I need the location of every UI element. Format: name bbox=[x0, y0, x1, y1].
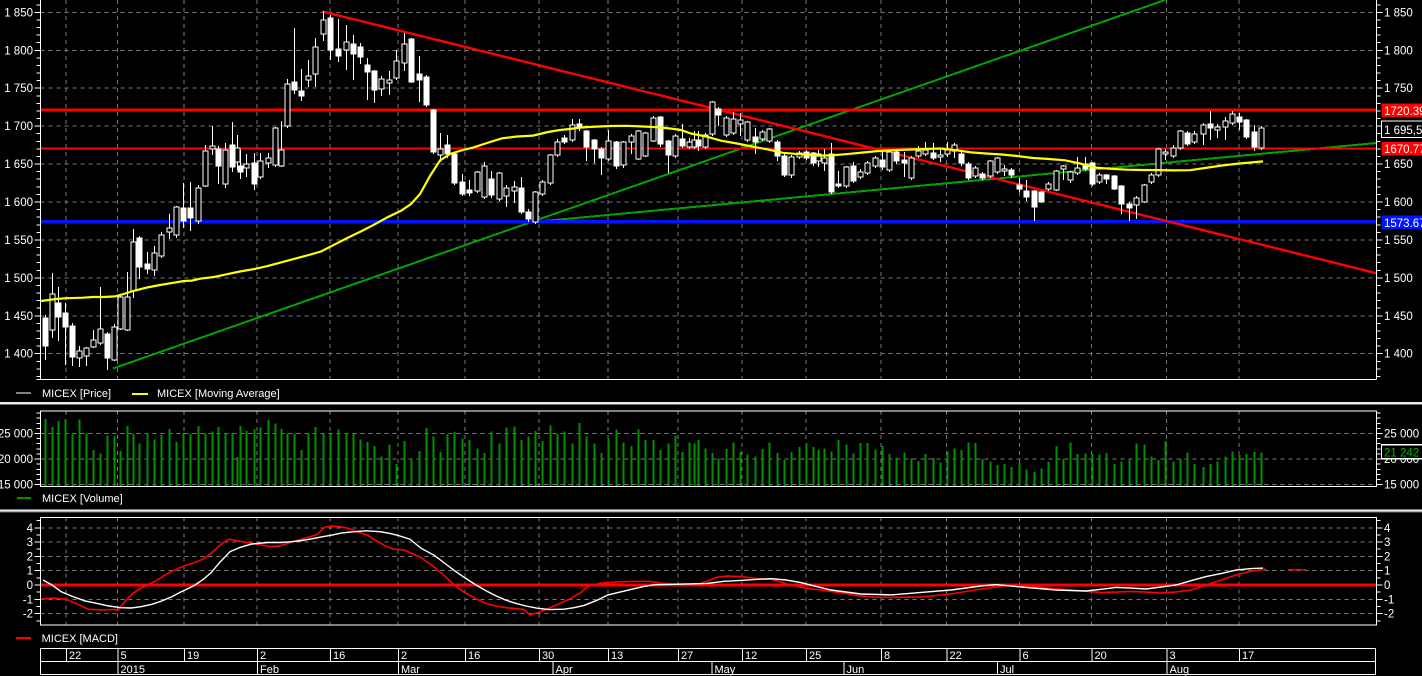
svg-text:May: May bbox=[715, 664, 736, 676]
svg-text:1 550: 1 550 bbox=[1384, 235, 1413, 247]
svg-text:19: 19 bbox=[187, 650, 199, 662]
svg-text:1 400: 1 400 bbox=[4, 349, 33, 361]
svg-text:Jul: Jul bbox=[1000, 664, 1014, 676]
svg-text:20: 20 bbox=[1095, 650, 1107, 662]
svg-text:22: 22 bbox=[69, 650, 81, 662]
svg-text:1670.77: 1670.77 bbox=[1384, 144, 1422, 156]
svg-text:5: 5 bbox=[121, 650, 127, 662]
svg-text:1 550: 1 550 bbox=[4, 235, 33, 247]
svg-text:1 850: 1 850 bbox=[1384, 7, 1413, 19]
svg-text:20 000: 20 000 bbox=[0, 454, 33, 466]
svg-text:-1: -1 bbox=[23, 594, 33, 606]
svg-text:16: 16 bbox=[333, 650, 345, 662]
svg-text:17: 17 bbox=[1242, 650, 1254, 662]
svg-text:2: 2 bbox=[1384, 551, 1390, 563]
svg-text:1 850: 1 850 bbox=[4, 7, 33, 19]
svg-text:2: 2 bbox=[401, 650, 407, 662]
svg-text:27: 27 bbox=[681, 650, 693, 662]
svg-text:Mar: Mar bbox=[401, 664, 420, 676]
svg-text:1 650: 1 650 bbox=[1384, 159, 1413, 171]
svg-text:2: 2 bbox=[260, 650, 266, 662]
svg-text:0: 0 bbox=[1384, 580, 1390, 592]
svg-text:1 800: 1 800 bbox=[4, 45, 33, 57]
svg-text:1 450: 1 450 bbox=[1384, 311, 1413, 323]
svg-text:6: 6 bbox=[1023, 650, 1029, 662]
svg-text:1720.39: 1720.39 bbox=[1384, 106, 1422, 118]
svg-text:25 000: 25 000 bbox=[0, 429, 33, 441]
svg-text:15 000: 15 000 bbox=[0, 480, 33, 492]
svg-text:1 500: 1 500 bbox=[4, 273, 33, 285]
svg-text:22: 22 bbox=[950, 650, 962, 662]
svg-text:3: 3 bbox=[1170, 650, 1176, 662]
svg-text:1 695,51: 1 695,51 bbox=[1384, 125, 1422, 137]
svg-text:15 000: 15 000 bbox=[1384, 480, 1419, 492]
svg-text:MICEX [Moving Average]: MICEX [Moving Average] bbox=[157, 388, 280, 400]
svg-text:1 750: 1 750 bbox=[1384, 83, 1413, 95]
svg-text:-2: -2 bbox=[1384, 609, 1394, 621]
svg-text:21 242: 21 242 bbox=[1384, 447, 1419, 459]
svg-text:-1: -1 bbox=[1384, 594, 1394, 606]
svg-text:4: 4 bbox=[27, 523, 34, 535]
svg-text:3: 3 bbox=[1384, 537, 1390, 549]
svg-text:1: 1 bbox=[1384, 566, 1390, 578]
svg-text:4: 4 bbox=[1384, 523, 1391, 535]
svg-text:1 400: 1 400 bbox=[1384, 349, 1413, 361]
svg-text:25: 25 bbox=[809, 650, 821, 662]
svg-text:1 600: 1 600 bbox=[1384, 197, 1413, 209]
svg-text:1 500: 1 500 bbox=[1384, 273, 1413, 285]
svg-text:MICEX [Price]: MICEX [Price] bbox=[42, 388, 111, 400]
svg-text:MICEX [MACD]: MICEX [MACD] bbox=[42, 633, 118, 645]
svg-text:8: 8 bbox=[884, 650, 890, 662]
svg-text:-2: -2 bbox=[23, 609, 33, 621]
svg-text:3: 3 bbox=[27, 537, 33, 549]
svg-text:Feb: Feb bbox=[260, 664, 279, 676]
svg-text:MICEX [Volume]: MICEX [Volume] bbox=[42, 493, 123, 505]
svg-text:1 650: 1 650 bbox=[4, 159, 33, 171]
svg-text:2015: 2015 bbox=[121, 664, 145, 676]
svg-text:Jun: Jun bbox=[847, 664, 865, 676]
svg-text:16: 16 bbox=[468, 650, 480, 662]
svg-text:25 000: 25 000 bbox=[1384, 429, 1419, 441]
svg-text:Apr: Apr bbox=[556, 664, 573, 676]
svg-text:1 750: 1 750 bbox=[4, 83, 33, 95]
svg-text:30: 30 bbox=[542, 650, 554, 662]
svg-text:2: 2 bbox=[27, 551, 33, 563]
svg-text:1 450: 1 450 bbox=[4, 311, 33, 323]
svg-text:0: 0 bbox=[27, 580, 33, 592]
svg-text:12: 12 bbox=[745, 650, 757, 662]
svg-text:Aug: Aug bbox=[1170, 664, 1190, 676]
svg-text:1: 1 bbox=[27, 566, 33, 578]
svg-text:1573.67: 1573.67 bbox=[1384, 218, 1422, 230]
svg-text:1 800: 1 800 bbox=[1384, 45, 1413, 57]
svg-text:1 700: 1 700 bbox=[4, 121, 33, 133]
svg-text:1 600: 1 600 bbox=[4, 197, 33, 209]
svg-text:13: 13 bbox=[611, 650, 623, 662]
